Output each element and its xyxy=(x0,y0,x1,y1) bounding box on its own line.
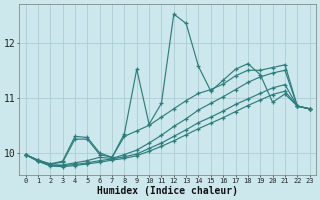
X-axis label: Humidex (Indice chaleur): Humidex (Indice chaleur) xyxy=(97,186,238,196)
